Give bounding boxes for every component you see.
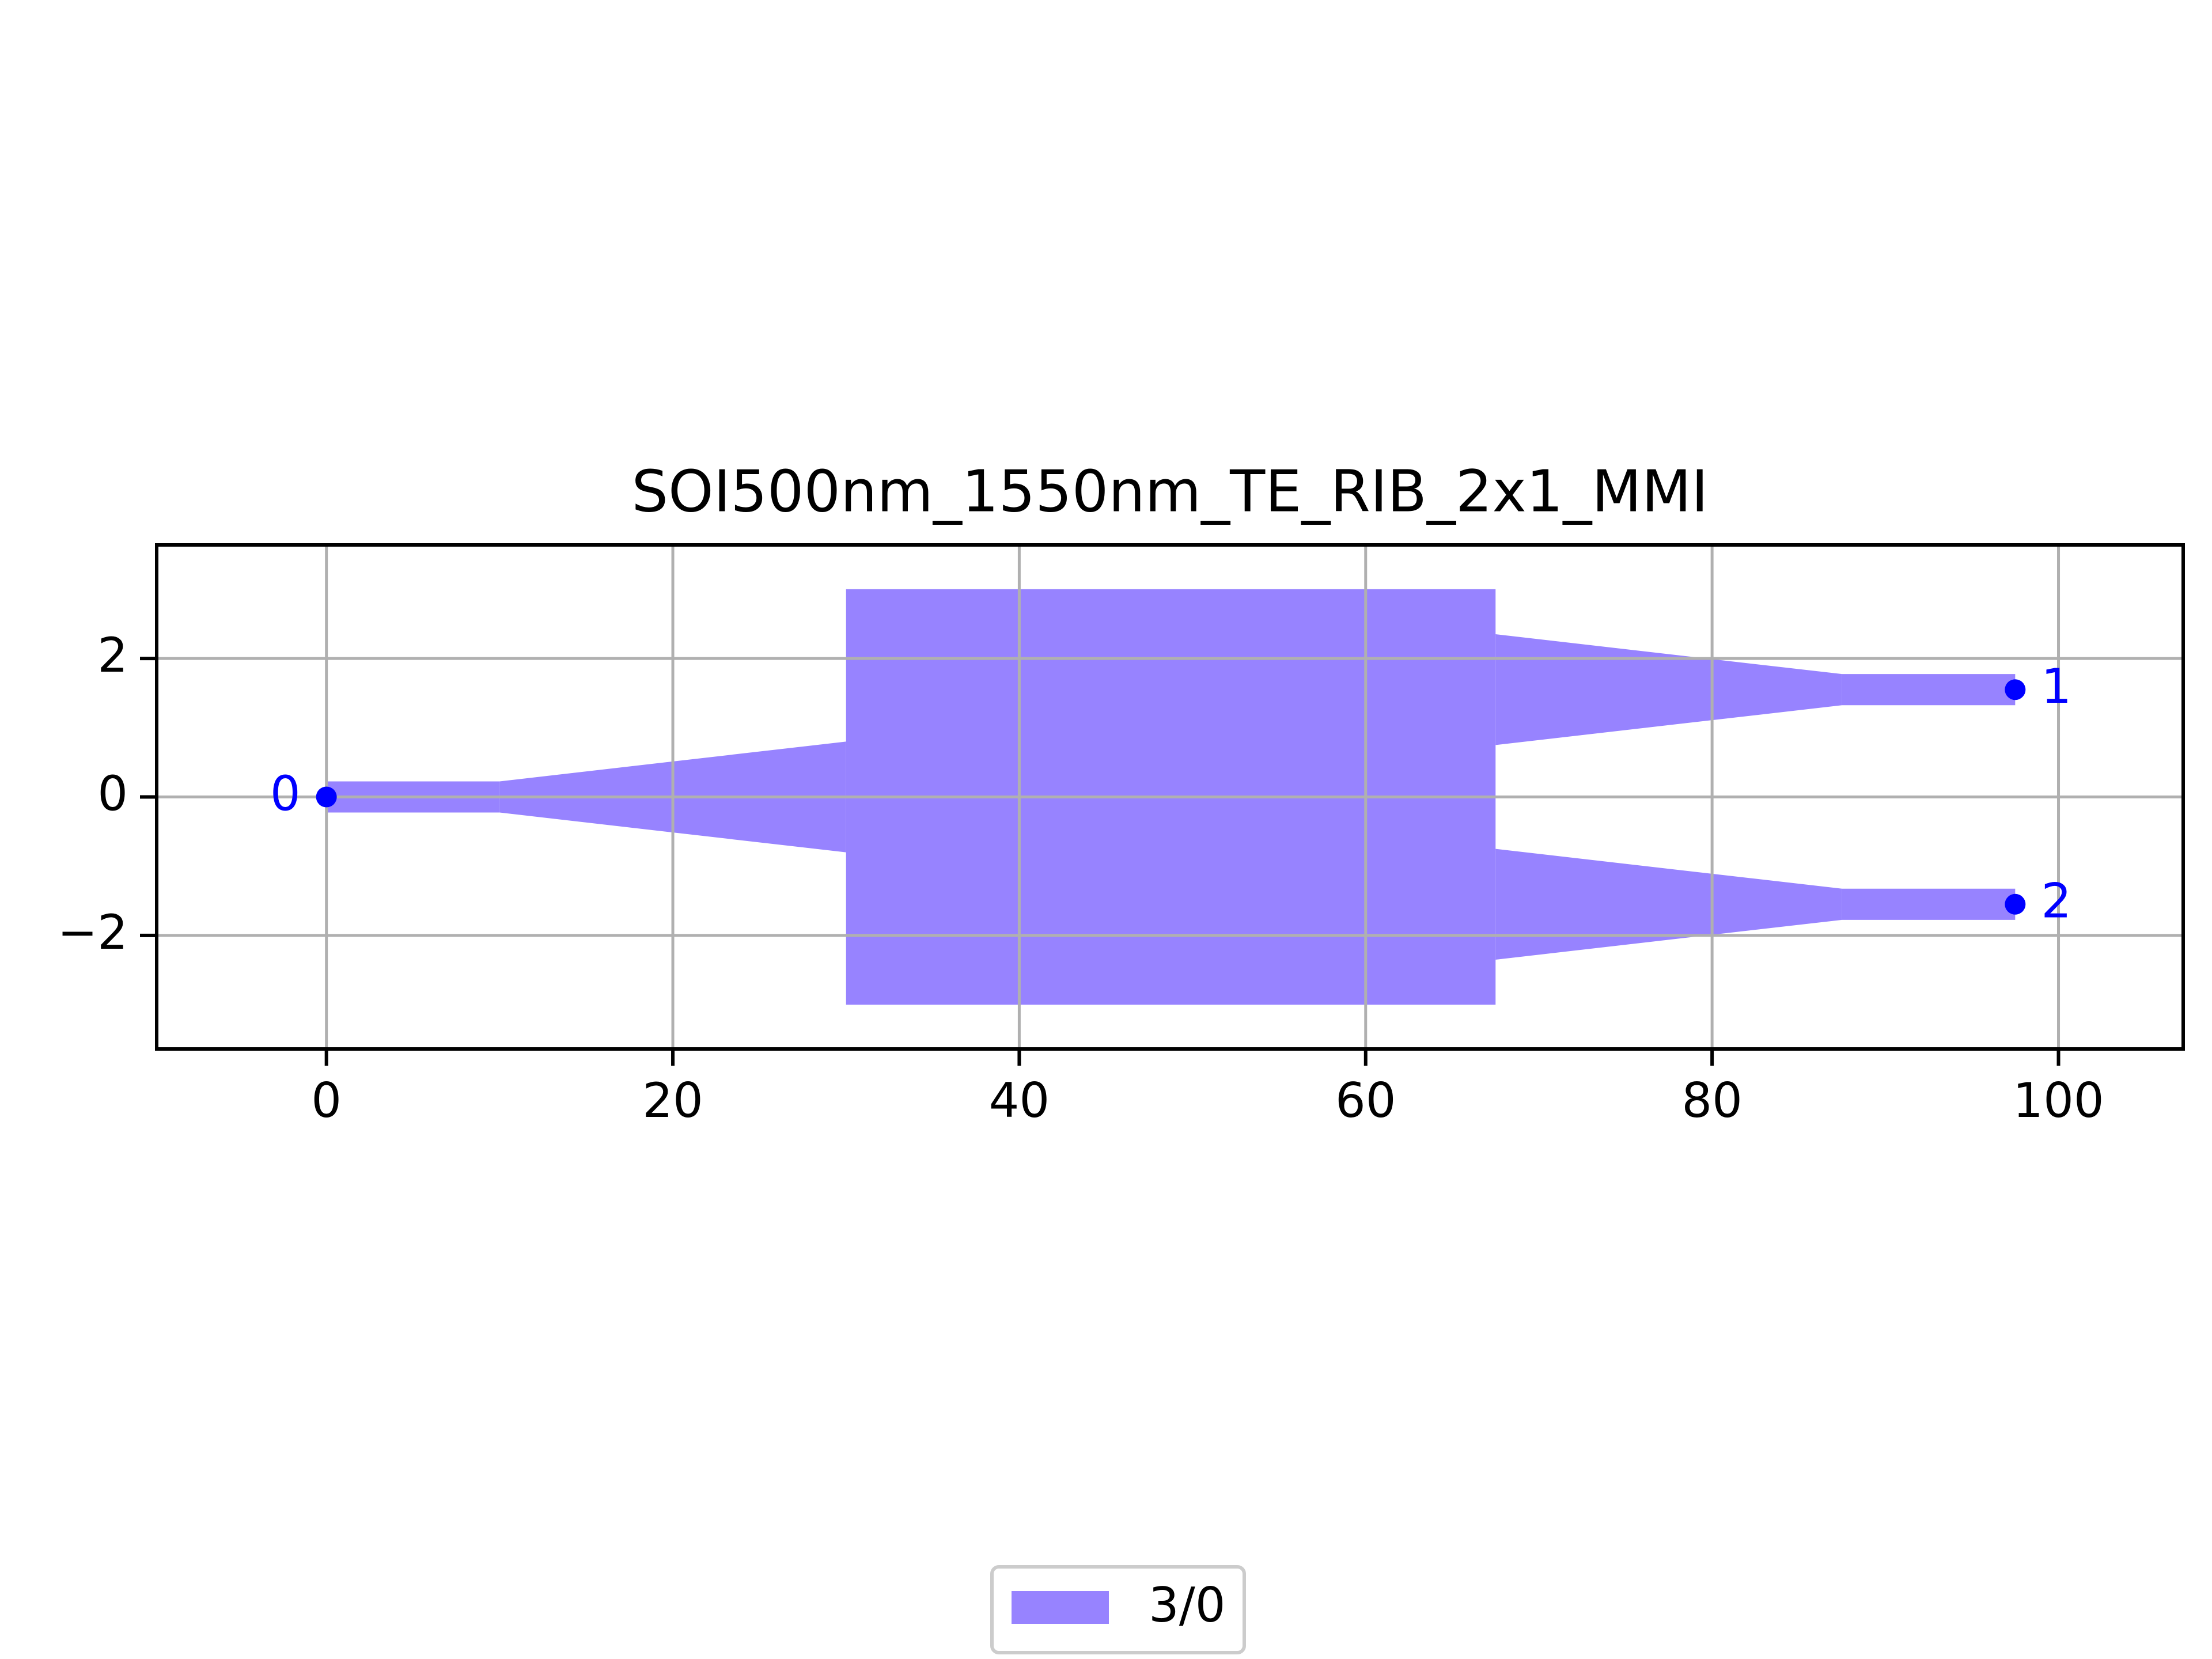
plot-frame: [155, 543, 2185, 1051]
port-label: 0: [270, 766, 301, 821]
y-tick-label: −2: [58, 904, 128, 960]
y-tick-label: 0: [97, 766, 128, 821]
polygon: [1495, 849, 1842, 960]
polygon: [1842, 674, 2016, 706]
x-tick-label: 0: [311, 1073, 342, 1128]
port-marker: [2005, 893, 2026, 915]
polygon: [1495, 634, 1842, 745]
legend-box: [990, 1565, 1246, 1654]
x-tick-label: 80: [1681, 1073, 1743, 1128]
legend-label: 3/0: [1149, 1577, 1226, 1633]
port-marker: [316, 786, 337, 808]
x-tick-label: 20: [642, 1073, 703, 1128]
chart-title: SOI500nm_1550nm_TE_RIB_2x1_MMI: [632, 457, 1709, 525]
polygon: [1842, 888, 2016, 920]
x-tick-label: 40: [989, 1073, 1050, 1128]
x-tick-label: 100: [2013, 1073, 2104, 1128]
y-tick-label: 2: [97, 627, 128, 683]
x-tick-label: 60: [1335, 1073, 1396, 1128]
legend-swatch: [1012, 1591, 1109, 1624]
port-marker: [2005, 679, 2026, 700]
port-label: 2: [2041, 873, 2071, 929]
port-label: 1: [2041, 658, 2071, 714]
